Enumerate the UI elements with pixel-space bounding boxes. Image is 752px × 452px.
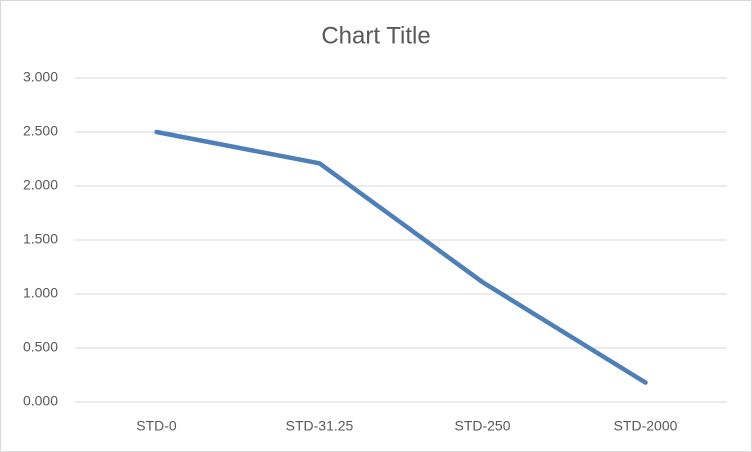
- x-tick-label: STD-31.25: [286, 418, 354, 434]
- chart-title: Chart Title: [321, 22, 430, 49]
- y-tick-label: 0.500: [23, 339, 58, 355]
- y-tick-label: 0.000: [23, 393, 58, 409]
- x-tick-label: STD-0: [136, 418, 177, 434]
- y-tick-label: 1.500: [23, 231, 58, 247]
- x-tick-label: STD-2000: [614, 418, 678, 434]
- y-tick-label: 3.000: [23, 69, 58, 85]
- y-tick-label: 2.000: [23, 177, 58, 193]
- y-tick-label: 1.000: [23, 285, 58, 301]
- data-line: [154, 129, 648, 385]
- y-tick-label: 2.500: [23, 123, 58, 139]
- x-tick-label: STD-250: [454, 418, 510, 434]
